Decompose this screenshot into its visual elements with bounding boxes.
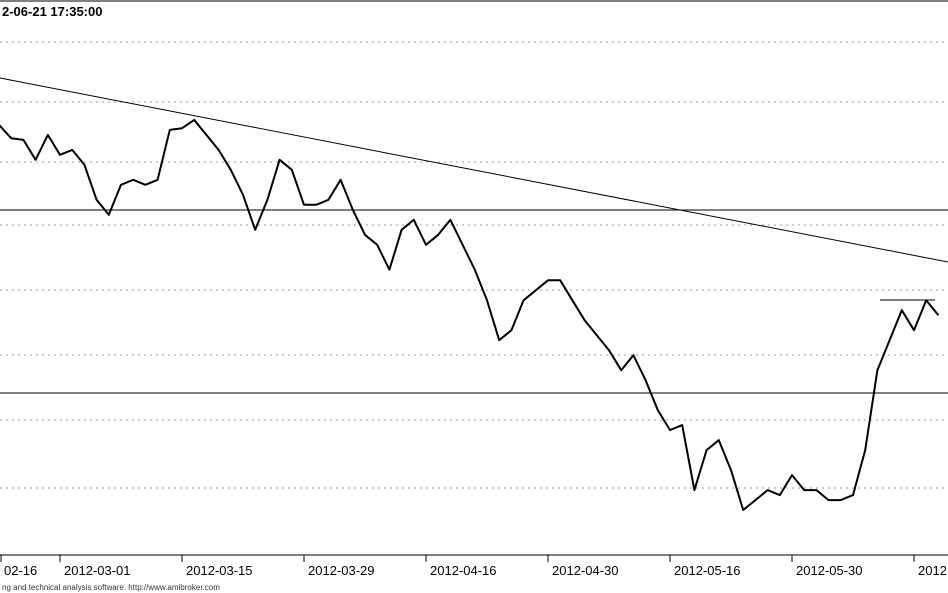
price-line — [0, 118, 940, 511]
grid — [0, 41, 948, 489]
x-tick-label: 2012-05-30 — [796, 563, 863, 578]
chart-title: 2-06-21 17:35:00 — [2, 4, 102, 19]
x-tick-label: 2012-03-29 — [308, 563, 375, 578]
x-tick-label: 2012-03-01 — [64, 563, 131, 578]
x-tick-label: 2012-03-15 — [186, 563, 253, 578]
x-tick-label: 2012-05-16 — [674, 563, 741, 578]
footer: ng and technical analysis software. http… — [2, 583, 220, 592]
trend-line — [0, 77, 948, 263]
x-tick-label: 2012-04-16 — [430, 563, 497, 578]
x-tick-label: 2012 — [918, 563, 947, 578]
x-tick-label: 2012-04-30 — [552, 563, 619, 578]
x-tick-label: 02-16 — [4, 563, 37, 578]
